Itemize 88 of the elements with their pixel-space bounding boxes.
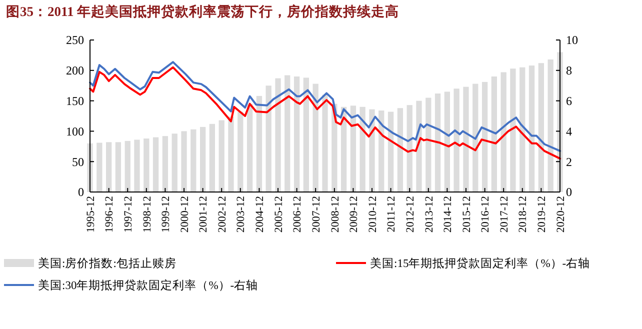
- bar: [350, 106, 356, 192]
- bar: [369, 109, 375, 192]
- bar: [96, 142, 102, 192]
- bar: [144, 138, 150, 192]
- x-tick-label: 2005-12: [272, 196, 285, 233]
- bar: [284, 75, 290, 192]
- y2-tick-label: 8: [566, 64, 572, 78]
- bar: [322, 94, 328, 192]
- x-tick-label: 2020-12: [554, 196, 567, 233]
- y2-tick-label: 2: [566, 154, 572, 169]
- y-tick-label: 100: [66, 124, 84, 138]
- bar: [388, 112, 394, 192]
- legend-label: 美国:30年期抵押贷款固定利率（%）-右轴: [38, 278, 258, 292]
- bar: [360, 106, 366, 192]
- bar: [209, 124, 216, 192]
- bar: [218, 120, 224, 192]
- x-tick-label: 2002-12: [216, 196, 228, 233]
- y2-tick-label: 6: [566, 94, 572, 108]
- bar: [312, 84, 318, 192]
- x-tick-label: 2016-12: [480, 196, 492, 233]
- bar: [256, 96, 262, 192]
- x-tick-label: 2010-12: [366, 196, 379, 233]
- bar: [426, 98, 432, 192]
- bar: [500, 72, 506, 192]
- bar: [200, 126, 206, 192]
- bar: [152, 137, 159, 192]
- y-tick-label: 50: [72, 154, 84, 169]
- bar: [181, 131, 187, 192]
- y2-tick-label: 4: [566, 124, 572, 138]
- bar: [228, 116, 234, 192]
- y-tick-label: 0: [78, 185, 84, 200]
- bar: [528, 66, 535, 192]
- bar: [406, 105, 412, 192]
- x-tick-label: 2015-12: [460, 196, 473, 233]
- bar: [303, 78, 309, 192]
- y2-tick-label: 10: [566, 33, 578, 48]
- bar: [266, 86, 272, 192]
- bar: [538, 63, 544, 192]
- x-tick-label: 2011-12: [386, 196, 398, 232]
- bar: [520, 67, 526, 192]
- bar: [548, 59, 554, 192]
- bar: [454, 88, 460, 192]
- y-tick-label: 150: [66, 94, 84, 108]
- x-tick-label: 1997-12: [122, 196, 134, 233]
- x-tick-label: 2013-12: [423, 196, 436, 233]
- bar: [463, 86, 469, 192]
- x-tick-label: 1996-12: [104, 196, 116, 233]
- x-tick-label: 2001-12: [198, 196, 210, 233]
- x-tick-label: 1999-12: [160, 196, 172, 233]
- x-tick-label: 2012-12: [404, 196, 416, 233]
- bar: [275, 78, 281, 192]
- x-tick-label: 2007-12: [310, 196, 322, 233]
- x-tick-label: 2003-12: [235, 196, 248, 233]
- legend-label: 美国:15年期抵押贷款固定利率（%）-右轴: [370, 256, 590, 270]
- x-tick-label: 1998-12: [141, 196, 154, 233]
- bar: [124, 140, 130, 192]
- legend-label: 美国:房价指数:包括止赎房: [38, 256, 176, 270]
- x-tick-label: 2008-12: [329, 196, 342, 233]
- bar: [510, 68, 516, 192]
- bar: [491, 76, 497, 192]
- x-tick-label: 2017-12: [498, 196, 510, 233]
- y-tick-label: 200: [66, 64, 84, 78]
- bar: [397, 108, 404, 192]
- bar: [172, 134, 178, 192]
- bar: [106, 142, 112, 192]
- bar: [190, 129, 196, 192]
- bar: [134, 140, 140, 192]
- bar: [162, 136, 168, 192]
- x-tick-label: 2004-12: [254, 196, 266, 233]
- x-tick-label: 2006-12: [292, 196, 304, 233]
- x-tick-label: 1995-12: [84, 196, 97, 233]
- bar: [434, 94, 441, 192]
- bar: [115, 142, 122, 192]
- bar: [294, 76, 300, 192]
- bar: [482, 82, 488, 192]
- bar: [246, 104, 253, 192]
- y2-tick-label: 0: [566, 185, 572, 200]
- x-tick-label: 2018-12: [517, 196, 530, 233]
- chart-title: 图35：2011 年起美国抵押贷款利率震荡下行，房价指数持续走高: [6, 3, 400, 19]
- x-tick-label: 2014-12: [442, 196, 454, 233]
- bar: [444, 92, 450, 192]
- bar: [472, 84, 478, 192]
- x-tick-label: 2009-12: [348, 196, 360, 233]
- x-tick-label: 2000-12: [178, 196, 191, 233]
- bar: [378, 110, 384, 192]
- y-tick-label: 250: [66, 33, 84, 48]
- x-tick-label: 2019-12: [536, 196, 548, 233]
- bar: [238, 112, 244, 192]
